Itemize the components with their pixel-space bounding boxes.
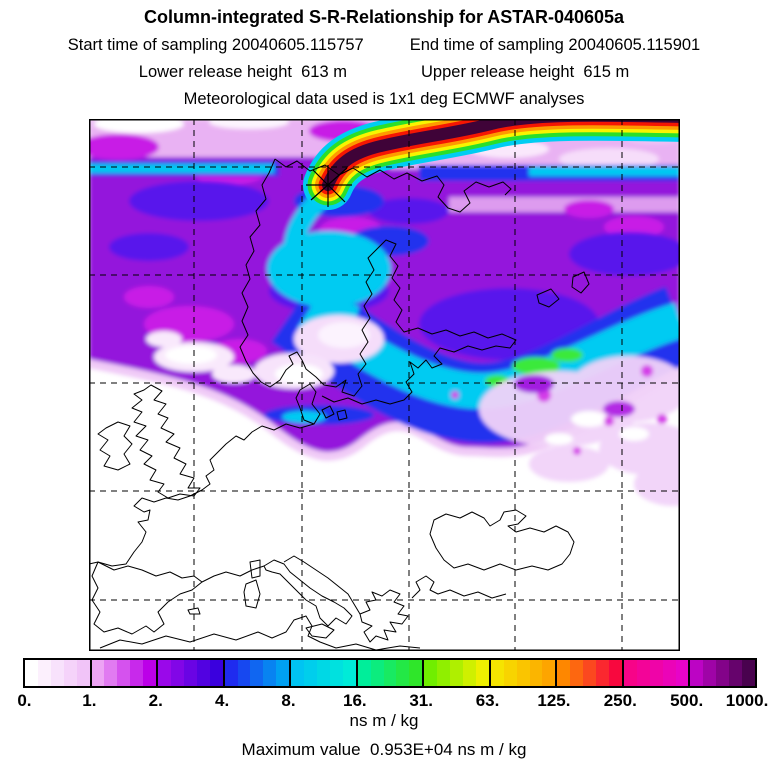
coastlines xyxy=(89,158,590,651)
colorbar-cell xyxy=(209,660,223,686)
colorbar-cell xyxy=(304,660,317,686)
colorbar-cell xyxy=(516,660,530,686)
colorbar-tick-label: 250. xyxy=(603,691,637,710)
colorbar-cell xyxy=(424,660,438,686)
colorbar-cell xyxy=(357,660,371,686)
start-time-label: Start time of sampling 20040605.115757 xyxy=(67,36,364,54)
colorbar-cell xyxy=(383,660,397,686)
colorbar-segment xyxy=(621,660,689,686)
colorbar-cell xyxy=(237,660,251,686)
colorbar-cell xyxy=(158,660,171,686)
colorbar-cell xyxy=(370,660,384,686)
colorbar-segment xyxy=(488,660,556,686)
colorbar-tick-label: 63. xyxy=(475,691,500,710)
colorbar-cell xyxy=(196,660,210,686)
release-point-marker xyxy=(306,165,352,207)
colorbar-cell xyxy=(409,660,423,686)
colorbar-cell xyxy=(317,660,330,686)
sampling-times-row: Start time of sampling 20040605.115757 E… xyxy=(0,36,768,55)
colorbar-cell xyxy=(690,660,704,686)
colorbar-cell xyxy=(675,660,689,686)
colorbar-cell xyxy=(503,660,517,686)
page-title: Column-integrated S-R-Relationship for A… xyxy=(143,7,625,27)
colorbar-cell xyxy=(596,660,609,686)
colorbar-cell xyxy=(25,660,38,686)
colorbar-cell xyxy=(529,660,543,686)
colorbar-cell xyxy=(276,660,290,686)
colorbar-cell xyxy=(649,660,663,686)
emission-plume xyxy=(303,119,680,210)
colorbar-cell xyxy=(50,660,64,686)
end-time-label: End time of sampling 20040605.115901 xyxy=(409,36,701,54)
colorbar-cell xyxy=(662,660,676,686)
colorbar-cell xyxy=(76,660,90,686)
colorbar-cell xyxy=(342,660,356,686)
colorbar-cell xyxy=(490,660,504,686)
colorbar-cell xyxy=(143,660,157,686)
colorbar-cell xyxy=(63,660,77,686)
colorbar-segment xyxy=(156,660,223,686)
colorbar-cell xyxy=(329,660,343,686)
colorbar-ticks: 0. 1. 2. 4. 8. 16. 31. 63. 125. 250. 500. 1000. xyxy=(17,691,768,711)
colorbar-cell xyxy=(542,660,556,686)
colorbar-cell xyxy=(463,660,476,686)
colorbar-cell xyxy=(729,660,743,686)
colorbar-cell xyxy=(91,660,105,686)
colorbar xyxy=(23,658,757,688)
colorbar-cell xyxy=(583,660,597,686)
colorbar-segment xyxy=(355,660,423,686)
colorbar-cell xyxy=(636,660,650,686)
colorbar-cell xyxy=(104,660,118,686)
map-plot xyxy=(89,119,680,651)
colorbar-cell xyxy=(130,660,144,686)
colorbar-segment xyxy=(555,660,622,686)
upper-release-label: Upper release height 615 m xyxy=(421,63,630,81)
colorbar-tick-label: 1000. xyxy=(725,691,768,710)
colorbar-tick-label: 0. xyxy=(17,691,32,710)
colorbar-cell xyxy=(450,660,463,686)
colorbar-cell xyxy=(716,660,730,686)
meteo-data-label: Meteorological data used is 1x1 deg ECMW… xyxy=(183,90,585,108)
graticule-grid xyxy=(89,119,680,651)
colorbar-segment xyxy=(289,660,356,686)
colorbar-segment xyxy=(89,660,157,686)
map-panel xyxy=(89,119,680,651)
colorbar-units-label: ns m / kg xyxy=(349,711,419,730)
colorbar-cell xyxy=(250,660,264,686)
colorbar-cell xyxy=(183,660,197,686)
lower-release-label: Lower release height 613 m xyxy=(138,63,347,81)
colorbar-cell xyxy=(224,660,238,686)
concentration-field xyxy=(89,119,680,651)
colorbar-cell xyxy=(396,660,410,686)
colorbar-tick-label: 8. xyxy=(281,691,296,710)
colorbar-cell xyxy=(557,660,571,686)
colorbar-cell xyxy=(742,660,755,686)
colorbar-tick-label: 16. xyxy=(342,691,367,710)
colorbar-tick-label: 4. xyxy=(214,691,230,710)
colorbar-tick-label: 500. xyxy=(670,691,704,710)
colorbar-segment xyxy=(422,660,489,686)
colorbar-cell xyxy=(475,660,489,686)
colorbar-cell xyxy=(117,660,131,686)
colorbar-cell xyxy=(291,660,305,686)
colorbar-tick-label: 31. xyxy=(409,691,433,710)
colorbar-cell xyxy=(623,660,637,686)
colorbar-cell xyxy=(263,660,277,686)
colorbar-cell xyxy=(437,660,451,686)
colorbar-tick-label: 1. xyxy=(82,691,97,710)
colorbar-segment xyxy=(222,660,290,686)
release-heights-row: Lower release height 613 m Upper release… xyxy=(0,63,768,82)
colorbar-cell xyxy=(37,660,51,686)
colorbar-cell xyxy=(171,660,184,686)
map-border xyxy=(89,119,680,651)
colorbar-tick-label: 125. xyxy=(537,691,571,710)
colorbar-segment xyxy=(25,660,90,686)
colorbar-segment xyxy=(688,660,755,686)
colorbar-cell xyxy=(570,660,584,686)
colorbar-tick-label: 2. xyxy=(148,691,163,710)
colorbar-cell xyxy=(609,660,622,686)
max-value-label: Maximum value 0.953E+04 ns m / kg xyxy=(241,740,527,759)
colorbar-cell xyxy=(703,660,717,686)
